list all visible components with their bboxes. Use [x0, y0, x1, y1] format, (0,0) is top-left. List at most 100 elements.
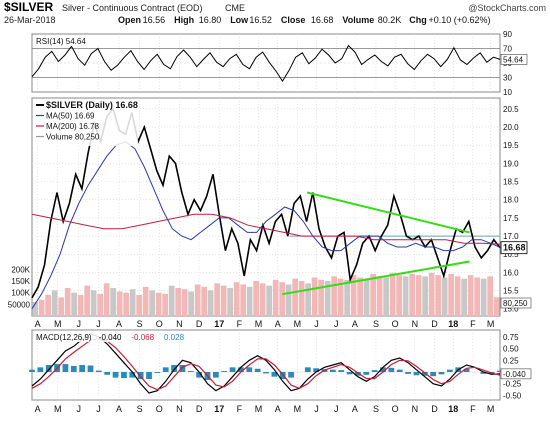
volume-bar — [292, 278, 298, 316]
volume-tick-label: 150K — [11, 277, 30, 286]
volume-bar — [337, 278, 344, 316]
macd-histogram-bar — [421, 372, 428, 376]
volume-bar — [90, 290, 97, 316]
macd-legend-label: MACD(12,26,9) — [36, 333, 92, 342]
ohlc-label-open: Open — [118, 15, 141, 25]
volume-bar — [136, 295, 142, 316]
macd-histogram-bar — [87, 365, 94, 372]
volume-bar — [350, 275, 357, 316]
volume-bar — [402, 276, 409, 316]
legend-entry: MA(200) 16.78 — [46, 122, 99, 131]
x-tick-label: M — [54, 319, 62, 329]
volume-bar — [415, 275, 422, 316]
macd-histogram-bar — [137, 372, 144, 379]
macd-histogram-bar — [497, 370, 503, 372]
volume-bar — [474, 277, 480, 316]
volume-bar — [71, 292, 77, 316]
volume-bar — [331, 276, 337, 316]
macd-histogram-bar — [430, 372, 437, 377]
macd-histogram-bar — [371, 370, 378, 372]
x-tick-label-bottom: M — [487, 404, 495, 414]
legend-entry: Volume 80,250 — [46, 133, 100, 142]
macd-histogram-bar — [70, 365, 77, 372]
rsi-line — [31, 44, 501, 83]
macd-histogram-bar — [363, 372, 370, 375]
volume-last-value: 80,250 — [503, 299, 528, 308]
volume-bar — [389, 272, 396, 316]
macd-line-signal — [31, 337, 501, 391]
volume-bar — [311, 277, 318, 316]
volume-bar — [435, 275, 441, 316]
x-tick-label: M — [255, 319, 263, 329]
rsi-tick-label: 70 — [503, 45, 512, 54]
macd-tick-label: -0.50 — [503, 391, 522, 400]
macd-histogram-bar — [405, 372, 411, 374]
macd-tick-label: 0.50 — [503, 345, 519, 354]
volume-bar — [370, 274, 376, 316]
ohlc-value-volume: 80.2K — [378, 15, 402, 25]
price-tick-label: 16.5 — [503, 250, 519, 259]
macd-legend-value: 0.028 — [164, 333, 185, 342]
rsi-tick-label: 30 — [503, 74, 512, 83]
price-legend-bg — [34, 100, 138, 146]
watermark: @StockCharts.com — [468, 3, 546, 13]
macd-histogram-bar — [388, 367, 395, 372]
macd-histogram-bar — [154, 372, 161, 373]
x-tick-label: N — [176, 319, 183, 329]
volume-bar — [38, 299, 45, 316]
volume-bar — [51, 290, 58, 316]
volume-bar — [194, 284, 201, 316]
x-tick-label: A — [35, 319, 41, 329]
volume-bar — [181, 289, 188, 316]
price-tick-label: 19.5 — [503, 141, 519, 150]
x-axis-macd: A M J J A S O N D 17 F M A M J J A S O N D 18 F M — [35, 404, 495, 414]
legend-entry: MA(50) 16.69 — [46, 112, 95, 121]
volume-bar — [220, 285, 227, 316]
price-tick-label: 19.0 — [503, 159, 519, 168]
macd-histogram-bar — [187, 371, 194, 372]
macd-histogram-bar — [45, 365, 52, 372]
macd-histogram-bar — [463, 368, 470, 372]
ohlc-value-chg: +0.10 (+0.62%) — [429, 15, 491, 25]
volume-bar — [188, 291, 194, 316]
volume-bar — [363, 278, 370, 316]
volume-bar — [376, 276, 383, 316]
ohlc-row: Open 16.56 High 16.80 Low 16.52 Close 16.68 Volu… — [118, 15, 491, 25]
volume-bar — [162, 293, 168, 316]
macd-histogram-bar — [279, 372, 286, 379]
rsi-last-value: 54.64 — [503, 55, 524, 64]
volume-bar — [32, 302, 38, 316]
price-tick-label: 17.5 — [503, 214, 519, 223]
volume-bar — [123, 292, 129, 316]
volume-bar — [64, 288, 71, 316]
exchange-label: CME — [225, 3, 245, 13]
volume-bar — [110, 288, 116, 316]
x-tick-label: J — [77, 319, 82, 329]
price-tick-label: 15.5 — [503, 287, 519, 296]
x-tick-label: M — [294, 319, 302, 329]
macd-histogram-bar — [221, 371, 228, 372]
macd-histogram-bar — [29, 369, 35, 372]
date-label: 26-Mar-2018 — [4, 15, 56, 25]
ohlc-value-close: 16.68 — [311, 15, 334, 25]
volume-bar — [155, 292, 162, 316]
volume-bar — [428, 272, 435, 316]
macd-legend-value: -0.068 — [131, 333, 154, 342]
x-tick-label: S — [137, 319, 143, 329]
volume-bar — [201, 286, 207, 316]
x-tick-label: S — [373, 319, 379, 329]
x-tick-label: A — [275, 319, 281, 329]
x-tick-label-bottom: D — [431, 404, 438, 414]
macd-histogram-bar — [396, 369, 403, 372]
volume-bar — [344, 279, 350, 316]
x-tick-label-bottom: S — [373, 404, 379, 414]
volume-bar — [298, 281, 305, 316]
volume-bar — [461, 278, 467, 316]
price-tick-label: 18.5 — [503, 178, 519, 187]
volume-bar — [129, 289, 136, 316]
volume-bar — [97, 293, 103, 316]
macd-histogram-bar — [162, 367, 169, 372]
trendline-upper-resistance — [306, 191, 470, 234]
